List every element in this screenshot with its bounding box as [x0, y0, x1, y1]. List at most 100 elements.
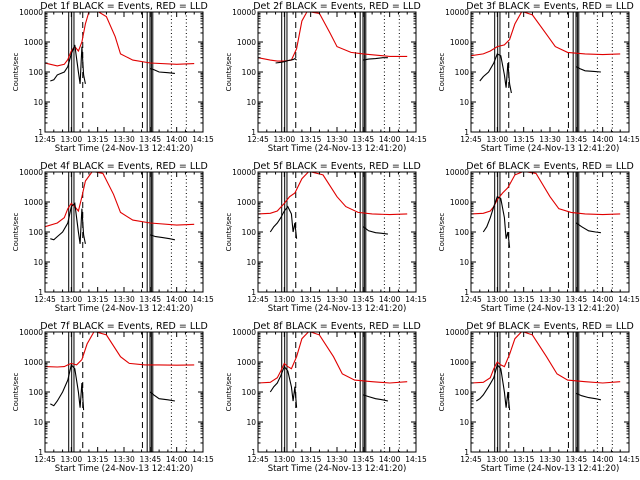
y-tick-label: 1000 — [450, 198, 469, 207]
x-axis-label: Start Time (24-Nov-13 12:41:20) — [481, 304, 620, 314]
y-tick-label: 100 — [455, 388, 470, 397]
lld-series-line — [471, 332, 621, 384]
y-tick-label: 100 — [29, 228, 44, 237]
panel-title: Det 7f BLACK = Events, RED = LLD — [40, 321, 208, 332]
events-series-line — [149, 391, 175, 402]
x-axis-label: Start Time (24-Nov-13 12:41:20) — [268, 464, 407, 474]
x-tick-label: 13:45 — [566, 135, 588, 144]
events-series-line — [576, 392, 602, 401]
panel: Det 7f BLACK = Events, RED = LLD 1 10 100 10… — [12, 321, 214, 474]
events-series-line — [576, 66, 601, 73]
y-tick-label: 1 — [251, 288, 256, 297]
series-group — [45, 12, 195, 85]
series-group — [45, 332, 195, 411]
series-group — [471, 12, 621, 94]
events-series-line — [362, 226, 388, 235]
x-tick-label: 14:00 — [592, 135, 614, 144]
y-tick-label: 1 — [464, 448, 469, 457]
y-tick-label: 1000 — [237, 38, 256, 47]
series-group — [471, 332, 621, 411]
y-tick-label: 10 — [246, 258, 256, 267]
marker-lines — [281, 332, 400, 452]
x-tick-label: 14:15 — [618, 135, 640, 144]
x-tick-label: 12:45 — [460, 295, 482, 304]
x-tick-label: 14:00 — [592, 295, 614, 304]
marker-lines — [281, 12, 400, 132]
y-tick-label: 10 — [459, 258, 469, 267]
x-tick-label: 13:30 — [539, 295, 561, 304]
x-tick-label: 13:15 — [300, 295, 322, 304]
events-series-line — [50, 363, 85, 411]
events-series-line — [475, 363, 511, 411]
x-axis-label: Start Time (24-Nov-13 12:41:20) — [268, 304, 407, 314]
x-axis-label: Start Time (24-Nov-13 12:41:20) — [55, 304, 194, 314]
y-tick-label: 1000 — [450, 358, 469, 367]
x-tick-label: 12:45 — [460, 135, 482, 144]
x-tick-label: 14:00 — [166, 295, 188, 304]
x-tick-label: 13:15 — [87, 295, 109, 304]
y-tick-label: 1000 — [450, 38, 469, 47]
y-tick-label: 100 — [29, 388, 44, 397]
x-tick-label: 13:15 — [87, 455, 109, 464]
x-axis-label: Start Time (24-Nov-13 12:41:20) — [55, 144, 194, 154]
panel-title: Det 3f BLACK = Events, RED = LLD — [466, 1, 634, 12]
y-tick-label: 1000 — [24, 358, 43, 367]
x-tick-label: 13:00 — [61, 295, 83, 304]
panel-title: Det 8f BLACK = Events, RED = LLD — [253, 321, 421, 332]
y-tick-label: 1 — [464, 288, 469, 297]
panel-title: Det 5f BLACK = Events, RED = LLD — [253, 161, 421, 172]
y-axis-label: Counts/sec — [225, 213, 233, 252]
series-group — [258, 172, 408, 239]
y-tick-label: 100 — [242, 68, 257, 77]
y-tick-label: 10000 — [19, 168, 43, 177]
lld-series-line — [258, 12, 408, 62]
events-series-line — [269, 365, 298, 408]
panel: Det 1f BLACK = Events, RED = LLD 1 10 100 10… — [12, 1, 214, 154]
events-series-line — [50, 44, 86, 85]
y-tick-label: 10000 — [232, 328, 256, 337]
panel-title: Det 2f BLACK = Events, RED = LLD — [253, 1, 421, 12]
x-tick-label: 13:45 — [353, 295, 375, 304]
x-tick-label: 14:15 — [405, 455, 427, 464]
events-series-line — [575, 222, 601, 234]
y-axis-label: Counts/sec — [438, 373, 446, 412]
y-tick-label: 1000 — [237, 358, 256, 367]
y-axis-label: Counts/sec — [225, 53, 233, 92]
lld-series-line — [258, 332, 408, 384]
x-tick-label: 13:00 — [61, 455, 83, 464]
panel-title: Det 1f BLACK = Events, RED = LLD — [40, 1, 208, 12]
marker-lines — [68, 12, 187, 132]
y-axis-label: Counts/sec — [225, 373, 233, 412]
panel-title: Det 9f BLACK = Events, RED = LLD — [466, 321, 634, 332]
y-tick-label: 1 — [464, 128, 469, 137]
y-tick-label: 100 — [455, 68, 470, 77]
y-tick-label: 10000 — [232, 168, 256, 177]
x-tick-label: 14:00 — [379, 135, 401, 144]
lld-series-line — [45, 12, 195, 67]
x-axis-label: Start Time (24-Nov-13 12:41:20) — [481, 464, 620, 474]
panel: Det 8f BLACK = Events, RED = LLD 1 10 100 10… — [225, 321, 427, 474]
y-tick-label: 100 — [242, 228, 257, 237]
y-tick-label: 10 — [246, 418, 256, 427]
panel: Det 2f BLACK = Events, RED = LLD 1 10 100 10… — [225, 1, 427, 154]
x-tick-label: 14:00 — [592, 455, 614, 464]
events-series-line — [479, 53, 512, 94]
x-tick-label: 13:45 — [353, 455, 375, 464]
y-tick-label: 10 — [33, 418, 43, 427]
events-series-line — [150, 68, 175, 74]
y-tick-label: 10 — [246, 98, 256, 107]
x-tick-label: 12:45 — [247, 295, 269, 304]
x-tick-label: 14:15 — [618, 455, 640, 464]
panel: Det 6f BLACK = Events, RED = LLD 1 10 100 10… — [438, 161, 640, 314]
events-series-line — [269, 205, 298, 239]
y-axis-label: Counts/sec — [438, 213, 446, 252]
x-tick-label: 14:00 — [379, 295, 401, 304]
x-tick-label: 13:15 — [300, 135, 322, 144]
marker-lines — [494, 332, 613, 452]
x-tick-label: 14:15 — [192, 455, 214, 464]
panel-title: Det 6f BLACK = Events, RED = LLD — [466, 161, 634, 172]
y-tick-label: 10000 — [19, 328, 43, 337]
series-group — [471, 172, 621, 248]
